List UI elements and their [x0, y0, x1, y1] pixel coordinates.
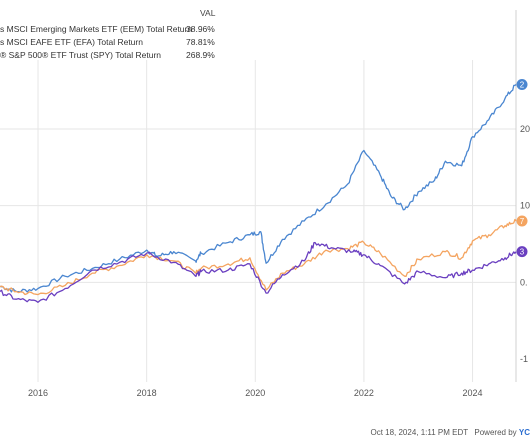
series-line	[0, 241, 517, 303]
x-tick-label: 2016	[28, 388, 48, 398]
legend-entry-name: ® S&P 500® ETF Trust (SPY) Total Return	[0, 50, 162, 60]
series-end-marker	[516, 79, 528, 91]
series-end-label: 2	[520, 81, 525, 90]
legend-entry-value: 38.96%	[186, 24, 215, 34]
series-line	[0, 83, 517, 293]
chart-footer: Oct 18, 2024, 1:11 PM EDT Powered by YC	[370, 428, 530, 437]
y-tick-label: 0.	[520, 277, 528, 287]
legend-header: VAL	[200, 8, 216, 18]
x-tick-label: 2020	[245, 388, 265, 398]
y-tick-label: 20	[520, 124, 530, 134]
x-tick-label: 2022	[354, 388, 374, 398]
legend-entry-value: 78.81%	[186, 37, 215, 47]
legend-entry-name: s MSCI EAFE ETF (EFA) Total Return	[0, 37, 143, 47]
x-tick-label: 2024	[463, 388, 483, 398]
series-end-label: 7	[520, 217, 525, 226]
footer-timestamp: Oct 18, 2024, 1:11 PM EDT	[370, 428, 469, 437]
series-end-label: 3	[520, 248, 525, 257]
y-tick-label: -1	[520, 354, 528, 364]
legend-entry-name: s MSCI Emerging Markets ETF (EEM) Total …	[0, 24, 193, 34]
brand-logo[interactable]: YC	[518, 428, 530, 437]
y-tick-label: 10	[520, 201, 530, 211]
series-line	[0, 218, 517, 296]
footer-powered-by: Powered by	[474, 428, 517, 437]
series-end-marker	[516, 246, 528, 258]
legend-entry-value: 268.9%	[186, 50, 215, 60]
series-end-marker	[516, 215, 528, 227]
x-tick-label: 2018	[137, 388, 157, 398]
